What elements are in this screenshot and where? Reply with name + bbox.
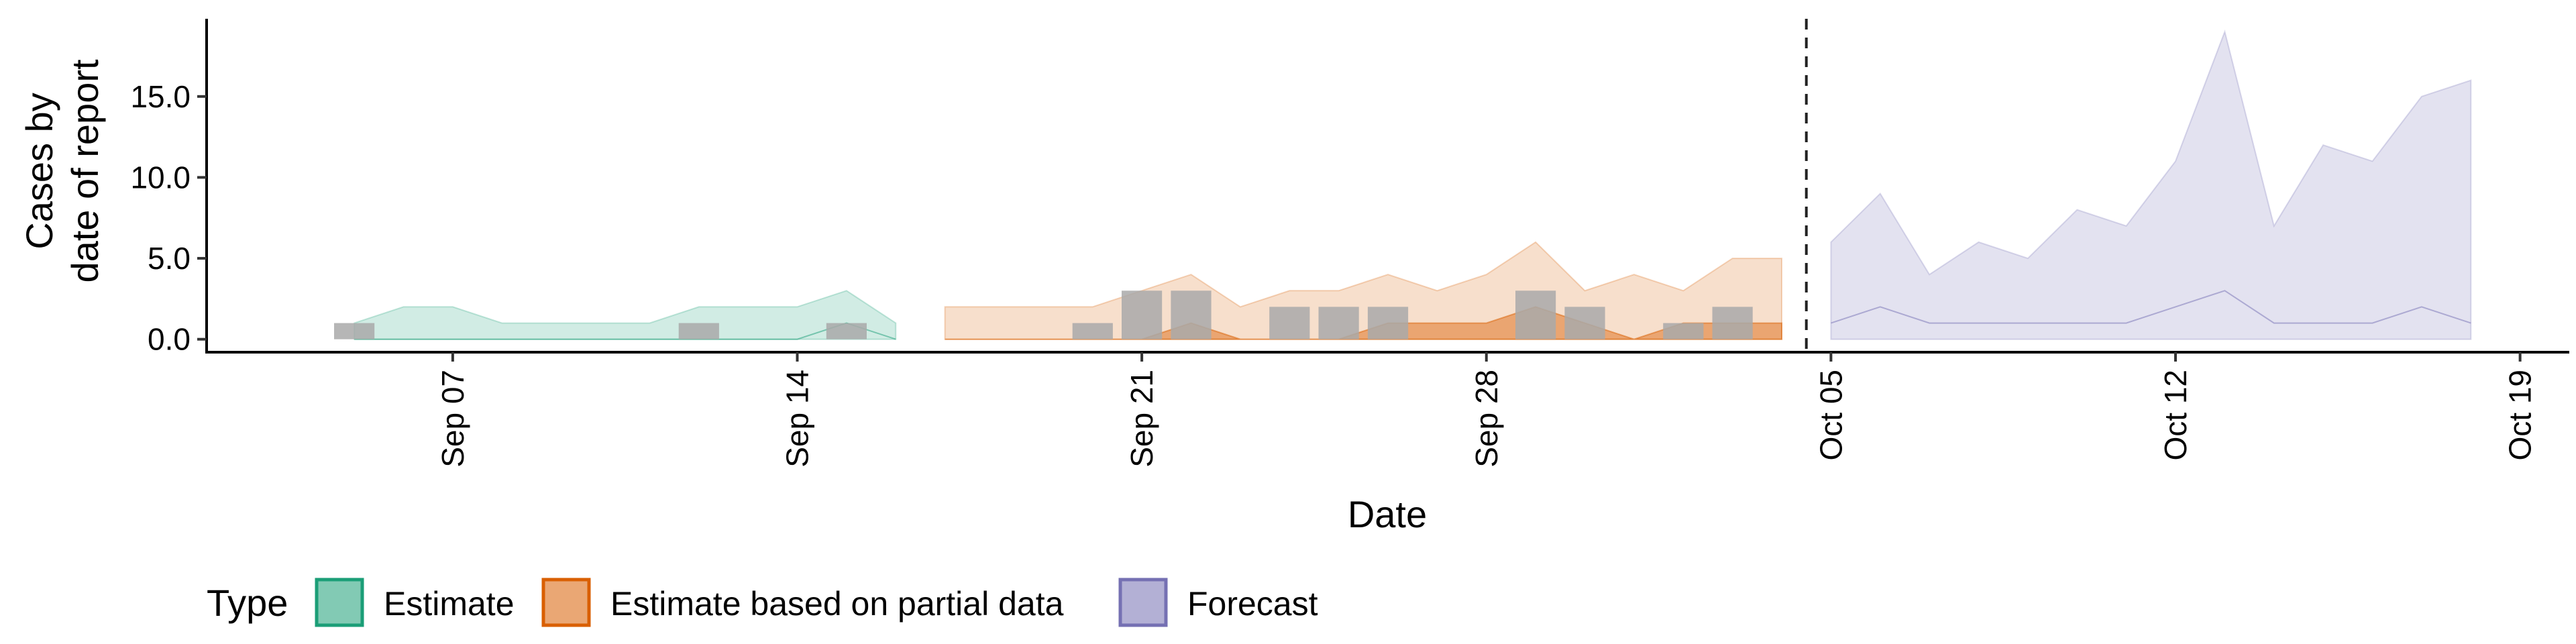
x-tick-label: Sep 28 (1469, 370, 1504, 468)
reported-cases-bar (1171, 290, 1212, 339)
legend-label: Estimate based on partial data (610, 585, 1064, 623)
x-tick-label: Oct 12 (2158, 370, 2193, 461)
x-tick-label: Sep 14 (780, 370, 815, 468)
reported-cases-bar (1318, 307, 1359, 339)
series-1-outer-band (944, 241, 1782, 340)
reported-cases-bar (1564, 307, 1605, 339)
reported-cases-bar (678, 323, 719, 339)
legend-label: Forecast (1187, 585, 1318, 623)
legend-swatch (1118, 578, 1168, 627)
reported-cases-bar (1122, 290, 1163, 339)
legend: Type Estimate Estimate based on partial da… (207, 578, 1318, 627)
x-axis-title: Date (1348, 493, 1427, 535)
series-0-outer-band (354, 290, 897, 340)
reported-cases-bar (1072, 323, 1113, 339)
plot-bars (334, 290, 1753, 339)
reported-cases-bar (1367, 307, 1409, 339)
y-tick-label: 10.0 (130, 160, 191, 195)
reported-cases-bar (826, 323, 867, 339)
y-tick-label: 0.0 (148, 322, 191, 357)
y-axis-ticks: 0.0 5.0 10.0 15.0 (130, 79, 207, 357)
reported-cases-bar (1663, 323, 1704, 339)
reported-cases-bar (334, 323, 375, 339)
series-2-outer-band (1830, 29, 2472, 340)
series-2-inner-band (1831, 290, 2471, 324)
y-tick-label: 15.0 (130, 79, 191, 114)
reported-cases-bar (1712, 307, 1753, 339)
legend-label: Estimate (384, 585, 515, 623)
x-tick-label: Sep 21 (1124, 370, 1159, 468)
legend-swatch (315, 578, 364, 627)
x-tick-label: Sep 07 (435, 370, 470, 468)
y-axis-title-line-2: date of report (64, 59, 106, 283)
legend-swatch (541, 578, 591, 627)
legend-title: Type (207, 582, 288, 624)
x-tick-label: Oct 19 (2503, 370, 2538, 461)
reported-cases-bar (1515, 290, 1556, 339)
y-tick-label: 5.0 (148, 241, 191, 276)
series-0-inner-band (354, 322, 896, 340)
plot-areas (354, 29, 2472, 340)
y-axis-title-line-1: Cases by (18, 93, 60, 249)
x-axis-ticks: Sep 07 Sep 14 Sep 21 Sep 28 Oct 05 Oct 12 Oct … (435, 352, 2538, 468)
reported-cases-bar (1269, 307, 1310, 339)
x-tick-label: Oct 05 (1813, 370, 1848, 461)
